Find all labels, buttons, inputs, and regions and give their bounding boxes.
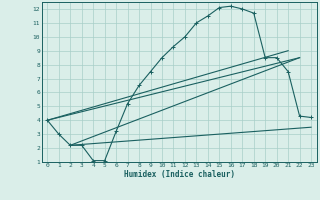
X-axis label: Humidex (Indice chaleur): Humidex (Indice chaleur)	[124, 170, 235, 179]
